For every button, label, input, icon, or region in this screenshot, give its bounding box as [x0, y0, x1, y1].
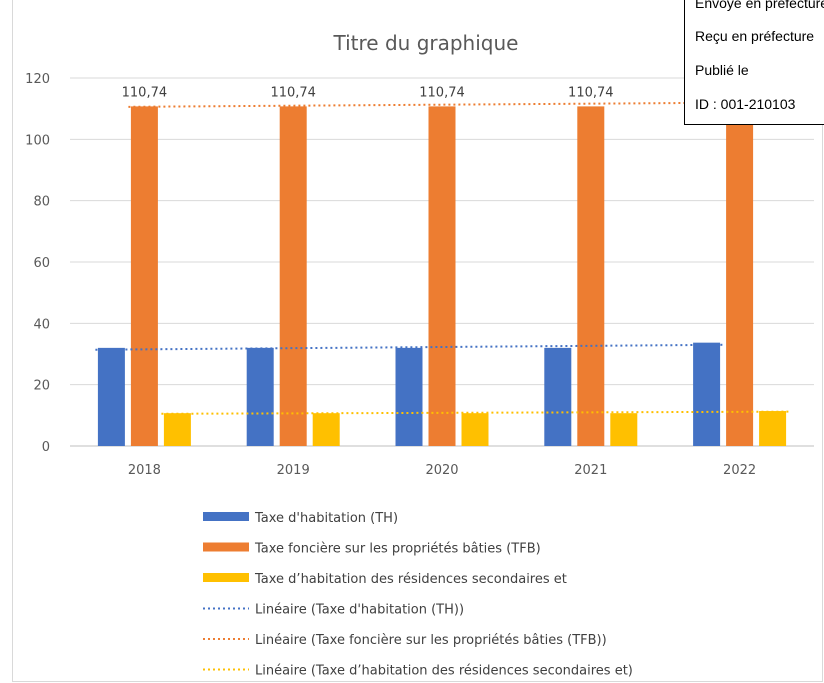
- legend-entry: Taxe d’habitation des résidences seconda…: [254, 572, 567, 587]
- bar: [726, 100, 754, 446]
- y-tick-label: 40: [33, 317, 50, 332]
- chart-area: [12, 0, 823, 682]
- y-tick-label: 100: [25, 133, 50, 148]
- legend-entry: Linéaire (Taxe foncière sur les propriét…: [255, 633, 607, 648]
- x-tick-label: 2018: [128, 463, 161, 478]
- bar: [428, 106, 456, 446]
- bar: [312, 413, 340, 446]
- stamp-line-received: Reçu en préfecture: [695, 28, 815, 44]
- bar: [97, 347, 125, 446]
- bar: [163, 413, 191, 446]
- legend-entry: Linéaire (Taxe d’habitation des résidenc…: [255, 664, 633, 679]
- stamp-line-sent: Envoyé en préfecture: [695, 0, 824, 11]
- data-label: 110,74: [122, 85, 168, 100]
- legend-entry: Linéaire (Taxe d'habitation (TH)): [255, 603, 464, 618]
- y-tick-label: 20: [33, 379, 50, 394]
- bar: [759, 411, 787, 446]
- legend-entry: Taxe d'habitation (TH): [254, 511, 398, 526]
- bar: [610, 413, 638, 446]
- stamp-line-published: Publié le: [695, 62, 749, 78]
- bar: [395, 347, 423, 446]
- y-tick-label: 80: [33, 195, 50, 210]
- data-label: 110,74: [270, 85, 316, 100]
- legend-swatch: [203, 542, 249, 552]
- y-tick-label: 0: [42, 440, 50, 455]
- stamp-line-id: ID : 001-210103: [695, 96, 796, 112]
- x-tick-label: 2021: [574, 463, 607, 478]
- bar: [279, 106, 307, 446]
- prefecture-stamp: Envoyé en préfecture Reçu en préfecture …: [684, 0, 824, 125]
- x-tick-label: 2020: [425, 463, 458, 478]
- y-tick-label: 120: [25, 72, 50, 87]
- legend-entry: Taxe foncière sur les propriétés bâties …: [254, 542, 541, 557]
- legend-swatch: [203, 512, 249, 521]
- data-label: 110,74: [419, 85, 465, 100]
- legend-swatch: [203, 573, 249, 582]
- bar: [693, 342, 721, 446]
- y-tick-label: 60: [33, 256, 50, 271]
- bar: [461, 413, 489, 446]
- data-label: 110,74: [568, 85, 614, 100]
- x-tick-label: 2022: [723, 463, 756, 478]
- bar: [544, 347, 572, 446]
- chart-title: Titre du graphique: [333, 31, 519, 55]
- bar: [577, 106, 605, 446]
- bar: [246, 347, 274, 446]
- trendline: [128, 101, 756, 108]
- x-tick-label: 2019: [277, 463, 310, 478]
- bar: [130, 106, 158, 446]
